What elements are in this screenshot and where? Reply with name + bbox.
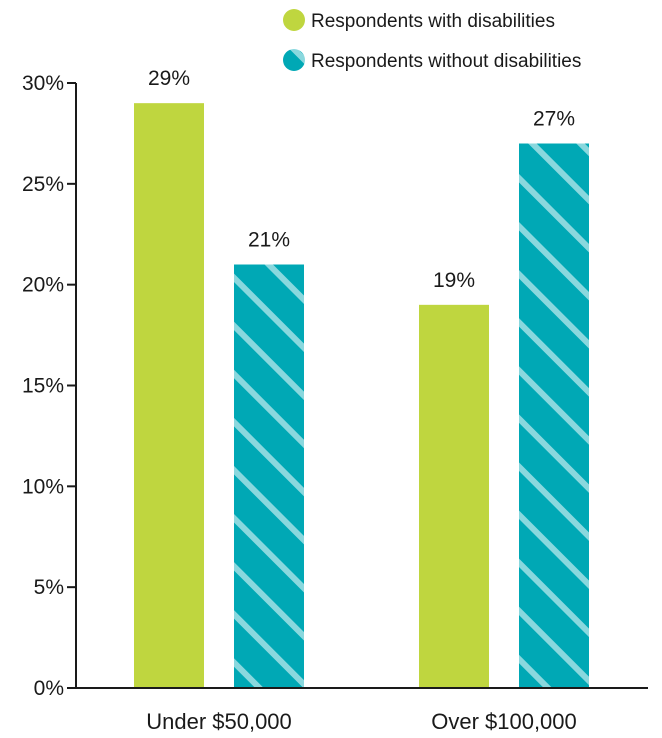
x-category-label: Under $50,000 bbox=[146, 709, 292, 734]
data-label: 21% bbox=[248, 229, 290, 252]
data-label: 29% bbox=[148, 67, 190, 90]
bars: 29% 21% 19% 27% bbox=[134, 67, 589, 688]
y-tick-label: 30% bbox=[22, 72, 64, 95]
y-tick-label: 25% bbox=[22, 173, 64, 196]
data-label: 27% bbox=[533, 108, 575, 131]
x-category-label: Over $100,000 bbox=[431, 709, 577, 734]
bar bbox=[419, 304, 489, 688]
legend-marker bbox=[283, 9, 305, 31]
legend-label: Respondents without disabilities bbox=[311, 51, 581, 72]
bar bbox=[234, 264, 304, 688]
y-tick-label: 20% bbox=[22, 274, 64, 297]
y-tick-label: 15% bbox=[22, 375, 64, 398]
legend-marker bbox=[283, 49, 305, 71]
legend: Respondents with disabilities Respondents… bbox=[283, 9, 581, 72]
y-axis: 0% 5% 10% 15% 20% 25% 30% bbox=[22, 72, 77, 700]
legend-label: Respondents with disabilities bbox=[311, 11, 555, 32]
y-tick-label: 0% bbox=[34, 677, 64, 700]
y-tick-label: 10% bbox=[22, 475, 64, 498]
y-tick-label: 5% bbox=[34, 576, 64, 599]
bar bbox=[134, 103, 204, 688]
data-label: 19% bbox=[433, 269, 475, 292]
x-axis: Under $50,000 Over $100,000 bbox=[76, 687, 648, 734]
bar bbox=[519, 143, 589, 688]
